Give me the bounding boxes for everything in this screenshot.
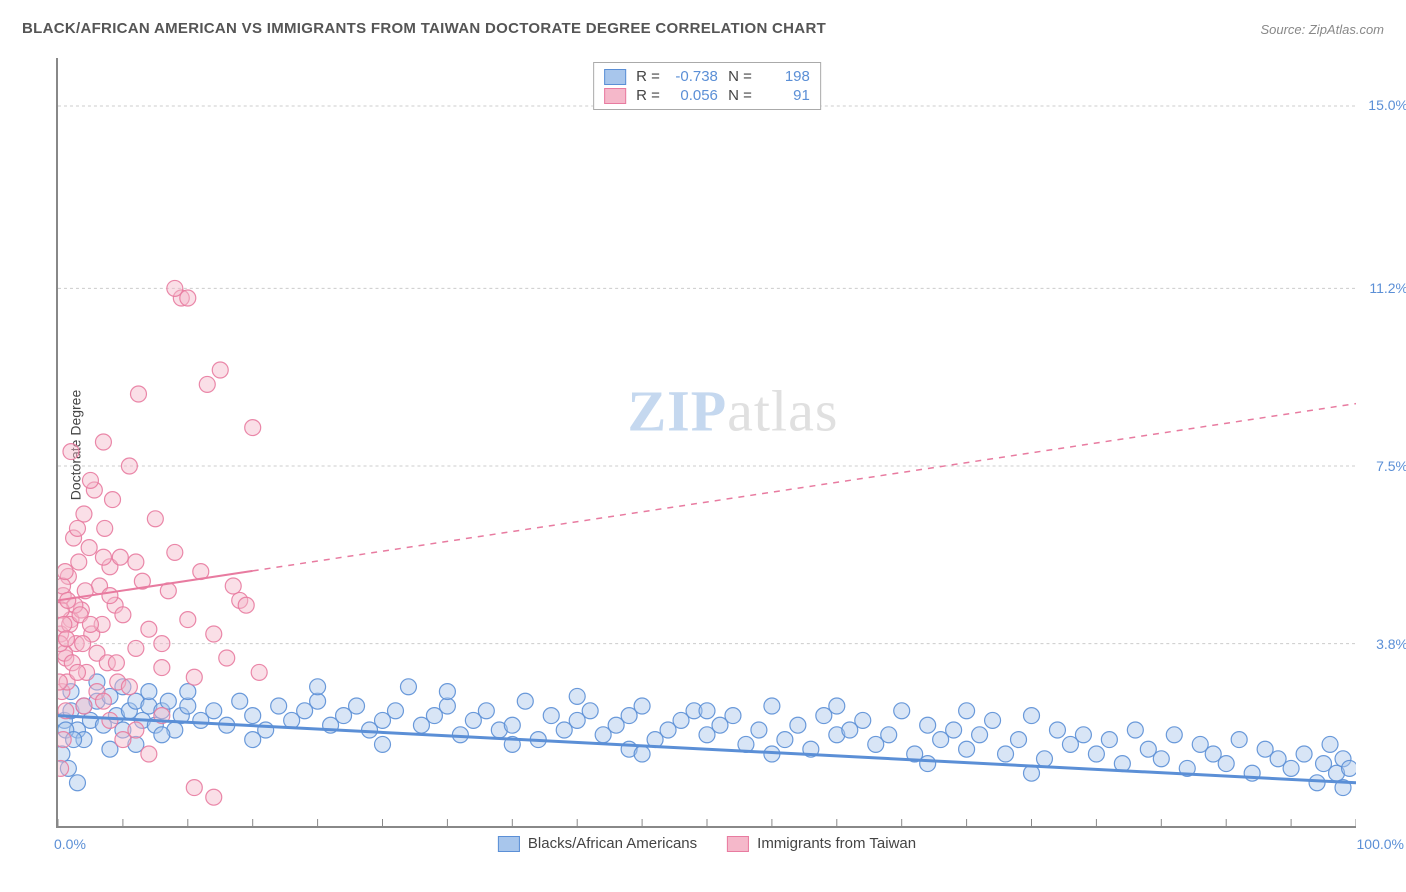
legend-row-series-0: R =-0.738 N =198 [604,67,810,86]
legend-swatch-series-0 [498,836,520,852]
legend-swatch-1 [604,88,626,104]
legend-swatch-0 [604,69,626,85]
y-tick-label: 7.5% [1376,458,1406,474]
source-attribution: Source: ZipAtlas.com [1260,22,1384,37]
legend-label-0: Blacks/African Americans [528,835,697,852]
correlation-legend: R =-0.738 N =198 R =0.056 N =91 [593,62,821,110]
legend-item-1: Immigrants from Taiwan [727,835,916,852]
legend-item-0: Blacks/African Americans [498,835,697,852]
plot-area: ZIPatlas R =-0.738 N =198 R =0.056 N =91 [56,58,1356,828]
y-tick-label: 11.2% [1369,280,1406,296]
legend-label-1: Immigrants from Taiwan [757,835,916,852]
chart-title: BLACK/AFRICAN AMERICAN VS IMMIGRANTS FRO… [22,20,826,37]
y-tick-label: 3.8% [1376,636,1406,652]
legend-row-series-1: R =0.056 N =91 [604,86,810,105]
x-tick-left: 0.0% [54,836,86,852]
y-tick-label: 15.0% [1368,97,1406,113]
chart-container: Doctorate Degree ZIPatlas R =-0.738 N =1… [48,50,1388,840]
scatter-plot-svg [58,58,1356,826]
legend-swatch-series-1 [727,836,749,852]
series-legend: Blacks/African Americans Immigrants from… [498,835,916,852]
x-tick-right: 100.0% [1357,836,1404,852]
